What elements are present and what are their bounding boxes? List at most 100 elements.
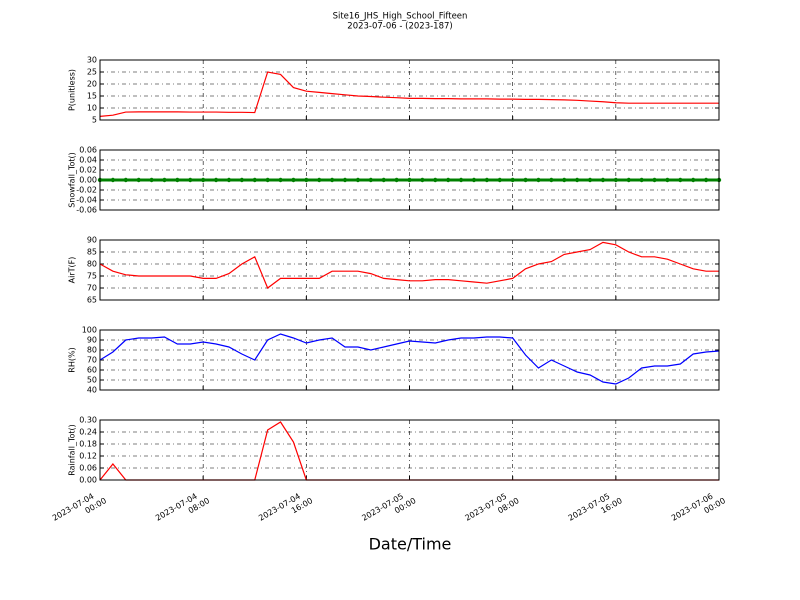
data-line	[99, 333, 720, 385]
data-point	[691, 177, 696, 183]
plot-frame	[99, 329, 720, 391]
data-point	[665, 177, 670, 183]
y-tick-label: 85	[87, 248, 97, 257]
data-point	[626, 177, 631, 183]
y-tick-label: -0.04	[76, 196, 97, 205]
data-point	[136, 177, 141, 183]
y-tick-label: 40	[87, 386, 97, 395]
data-point	[394, 177, 399, 183]
data-point	[471, 177, 477, 183]
data-point	[678, 177, 683, 183]
data-point	[497, 177, 502, 183]
y-tick-label: 0.00	[79, 176, 97, 185]
data-point	[175, 177, 180, 183]
y-tick-label: 5	[92, 116, 97, 125]
y-tick-label: 0.18	[79, 440, 97, 449]
data-point	[226, 177, 232, 183]
data-point	[265, 177, 270, 183]
y-tick-label: 25	[87, 68, 97, 77]
y-tick-label: 0.04	[79, 156, 97, 165]
y-tick-label: -0.02	[76, 186, 97, 195]
y-tick-label: 50	[87, 376, 97, 385]
x-tick-label: 2023-07-04 16:00	[257, 487, 314, 531]
data-point	[445, 177, 451, 183]
y-tick-label: 15	[87, 92, 97, 101]
y-tick-label: 20	[87, 80, 97, 89]
y-tick-label: 0.12	[79, 452, 97, 461]
data-point	[110, 177, 116, 183]
data-point	[510, 177, 515, 183]
y-tick-label: 75	[87, 272, 97, 281]
y-tick-label: 70	[87, 356, 97, 365]
data-point	[317, 177, 322, 183]
data-point	[484, 177, 490, 183]
y-tick-label: 0.30	[79, 416, 97, 425]
plot-frame	[99, 419, 720, 481]
data-point	[278, 177, 283, 183]
data-point	[458, 177, 464, 183]
data-point	[368, 177, 374, 183]
y-tick-label: 100	[82, 326, 97, 335]
data-point	[123, 177, 128, 183]
data-point	[329, 177, 335, 183]
y-tick-label: 90	[87, 236, 97, 245]
data-point	[252, 177, 257, 183]
data-point	[239, 177, 245, 183]
x-tick-label: 2023-07-06 00:00	[670, 487, 727, 531]
data-point	[355, 177, 361, 183]
data-point	[562, 177, 567, 183]
x-axis-label: Date/Time	[369, 535, 452, 554]
data-point	[549, 177, 554, 183]
y-tick-label: 10	[87, 104, 97, 113]
y-tick-label: 0.02	[79, 166, 97, 175]
y-axis-label: Rainfall_Tot()	[68, 424, 77, 476]
chart-subtitle: 2023-07-06 - (2023-187)	[347, 22, 452, 32]
plot-frame	[99, 59, 720, 121]
plot-frame	[99, 239, 720, 301]
data-point	[574, 177, 580, 183]
data-line	[99, 241, 719, 289]
data-point	[652, 177, 657, 183]
data-point	[291, 177, 296, 183]
data-point	[587, 177, 593, 183]
data-point	[342, 177, 348, 183]
data-point	[433, 177, 438, 183]
data-point	[613, 177, 619, 183]
data-point	[600, 177, 606, 183]
y-tick-label: 0.00	[79, 476, 97, 485]
x-tick-label: 2023-07-05 16:00	[567, 487, 624, 531]
data-point	[639, 177, 644, 183]
data-point	[381, 177, 386, 183]
y-tick-label: 0.24	[79, 428, 97, 437]
y-axis-label: RH(%)	[68, 347, 77, 372]
y-tick-label: 0.06	[79, 146, 97, 155]
x-tick-label: 2023-07-05 08:00	[463, 487, 520, 531]
x-tick-label: 2023-07-04 00:00	[51, 487, 108, 531]
data-point	[420, 177, 425, 183]
data-point	[200, 177, 206, 183]
y-tick-label: 80	[87, 346, 97, 355]
y-tick-label: 80	[87, 260, 97, 269]
data-point	[703, 177, 709, 183]
chart-title: Site16_JHS_High_School_Fifteen	[333, 12, 468, 22]
data-point	[188, 177, 193, 183]
data-point	[407, 177, 412, 183]
data-point	[149, 177, 154, 183]
plot-frame	[99, 149, 720, 211]
data-point	[304, 177, 309, 183]
y-axis-label: P(unitless)	[68, 69, 77, 111]
data-line	[99, 71, 719, 117]
data-point	[536, 177, 541, 183]
y-tick-label: 30	[87, 56, 97, 65]
data-point	[213, 177, 219, 183]
x-tick-label: 2023-07-04 08:00	[154, 487, 211, 531]
y-tick-label: 65	[87, 296, 97, 305]
y-tick-label: 70	[87, 284, 97, 293]
y-tick-label: 90	[87, 336, 97, 345]
data-point	[162, 177, 167, 183]
y-axis-label: AirT(F)	[68, 257, 77, 284]
x-tick-label: 2023-07-05 00:00	[360, 487, 417, 531]
data-point	[523, 177, 528, 183]
y-tick-label: 60	[87, 366, 97, 375]
